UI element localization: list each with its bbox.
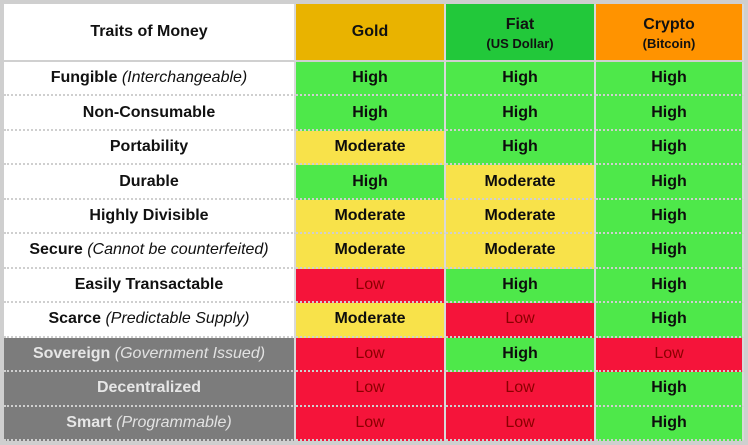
trait-name: Decentralized: [96, 379, 202, 397]
fiat-rating-cell: Moderate: [446, 199, 596, 235]
fiat-rating-cell: Moderate: [446, 234, 596, 269]
crypto-rating-cell: High: [596, 303, 744, 338]
fiat-rating-cell: High: [446, 96, 596, 131]
crypto-rating-cell: High: [596, 199, 744, 235]
gold-rating-cell: Moderate: [296, 303, 446, 338]
fiat-header-sub: (US Dollar): [486, 35, 554, 51]
table-row: Secure (Cannot be counterfeited) Moderate…: [4, 234, 744, 269]
trait-cell-sovereign: Sovereign (Government Issued): [4, 337, 296, 373]
trait-cell-scarce: Scarce (Predictable Supply): [4, 303, 296, 338]
fiat-rating-cell: Low: [446, 372, 596, 407]
gold-rating-cell: High: [296, 96, 446, 131]
trait-name: Scarce: [48, 310, 101, 328]
table-row: Durable High Moderate High: [4, 165, 744, 200]
crypto-rating-cell: High: [596, 62, 744, 97]
trait-cell-durable: Durable: [4, 165, 296, 200]
crypto-rating-cell: Low: [596, 337, 744, 373]
fiat-rating-cell: Low: [446, 303, 596, 338]
fiat-rating-cell: High: [446, 62, 596, 97]
crypto-header-label: Crypto: [643, 15, 695, 33]
trait-note: (Cannot be counterfeited): [87, 241, 269, 259]
trait-cell-highly-divisible: Highly Divisible: [4, 199, 296, 235]
table-row: Fungible (Interchangeable) High High High: [4, 62, 744, 97]
table-row: Smart (Programmable) Low Low High: [4, 406, 744, 441]
table-row: Easily Transactable Low High High: [4, 268, 744, 304]
fiat-rating-cell: High: [446, 337, 596, 373]
trait-cell-decentralized: Decentralized: [4, 372, 296, 407]
table-row: Sovereign (Government Issued) Low High Low: [4, 337, 744, 373]
header-row: Traits of Money Gold Fiat (US Dollar) Cr…: [4, 4, 744, 62]
trait-name: Sovereign: [32, 344, 111, 362]
trait-note: (Interchangeable): [121, 69, 248, 87]
table-row: Portability Moderate High High: [4, 130, 744, 166]
trait-cell-portability: Portability: [4, 130, 296, 166]
crypto-rating-cell: High: [596, 406, 744, 441]
trait-note: (Predictable Supply): [105, 310, 250, 328]
trait-name: Smart: [66, 413, 112, 431]
trait-name: Fungible: [50, 69, 118, 87]
trait-name: Easily Transactable: [74, 275, 224, 293]
fiat-rating-cell: Moderate: [446, 165, 596, 200]
trait-cell-easily-transactable: Easily Transactable: [4, 268, 296, 304]
trait-name: Durable: [119, 172, 179, 190]
gold-rating-cell: Low: [296, 372, 446, 407]
table-body: Fungible (Interchangeable) High High High No…: [4, 62, 744, 441]
gold-rating-cell: Moderate: [296, 130, 446, 166]
gold-header-label: Gold: [351, 23, 389, 40]
crypto-column-header: Crypto (Bitcoin): [596, 4, 744, 62]
trait-note: (Programmable): [116, 413, 232, 431]
crypto-rating-cell: High: [596, 372, 744, 407]
crypto-rating-cell: High: [596, 234, 744, 269]
trait-name: Secure: [29, 241, 83, 259]
gold-rating-cell: Moderate: [296, 199, 446, 235]
table-row: Scarce (Predictable Supply) Moderate Low Hi…: [4, 303, 744, 338]
crypto-header-sub: (Bitcoin): [642, 35, 696, 51]
table-row: Non-Consumable High High High: [4, 96, 744, 131]
gold-column-header: Gold: [296, 4, 446, 62]
table-row: Highly Divisible Moderate Moderate High: [4, 199, 744, 235]
trait-note: (Government Issued): [114, 344, 266, 362]
fiat-rating-cell: High: [446, 130, 596, 166]
gold-rating-cell: High: [296, 165, 446, 200]
gold-rating-cell: High: [296, 62, 446, 97]
table-row: Decentralized Low Low High: [4, 372, 744, 407]
trait-name: Highly Divisible: [89, 207, 209, 225]
trait-cell-non-consumable: Non-Consumable: [4, 96, 296, 131]
trait-name: Non-Consumable: [82, 103, 216, 121]
crypto-rating-cell: High: [596, 96, 744, 131]
gold-rating-cell: Low: [296, 337, 446, 373]
fiat-column-header: Fiat (US Dollar): [446, 4, 596, 62]
gold-rating-cell: Low: [296, 406, 446, 441]
gold-rating-cell: Low: [296, 268, 446, 304]
crypto-rating-cell: High: [596, 165, 744, 200]
fiat-header-label: Fiat: [505, 15, 535, 33]
crypto-rating-cell: High: [596, 130, 744, 166]
gold-rating-cell: Moderate: [296, 234, 446, 269]
fiat-rating-cell: Low: [446, 406, 596, 441]
fiat-rating-cell: High: [446, 268, 596, 304]
trait-name: Portability: [109, 138, 189, 156]
trait-cell-smart: Smart (Programmable): [4, 406, 296, 441]
traits-header: Traits of Money: [4, 4, 296, 62]
traits-of-money-table: Traits of Money Gold Fiat (US Dollar) Cr…: [4, 4, 744, 441]
trait-cell-fungible: Fungible (Interchangeable): [4, 62, 296, 97]
crypto-rating-cell: High: [596, 268, 744, 304]
trait-cell-secure: Secure (Cannot be counterfeited): [4, 234, 296, 269]
